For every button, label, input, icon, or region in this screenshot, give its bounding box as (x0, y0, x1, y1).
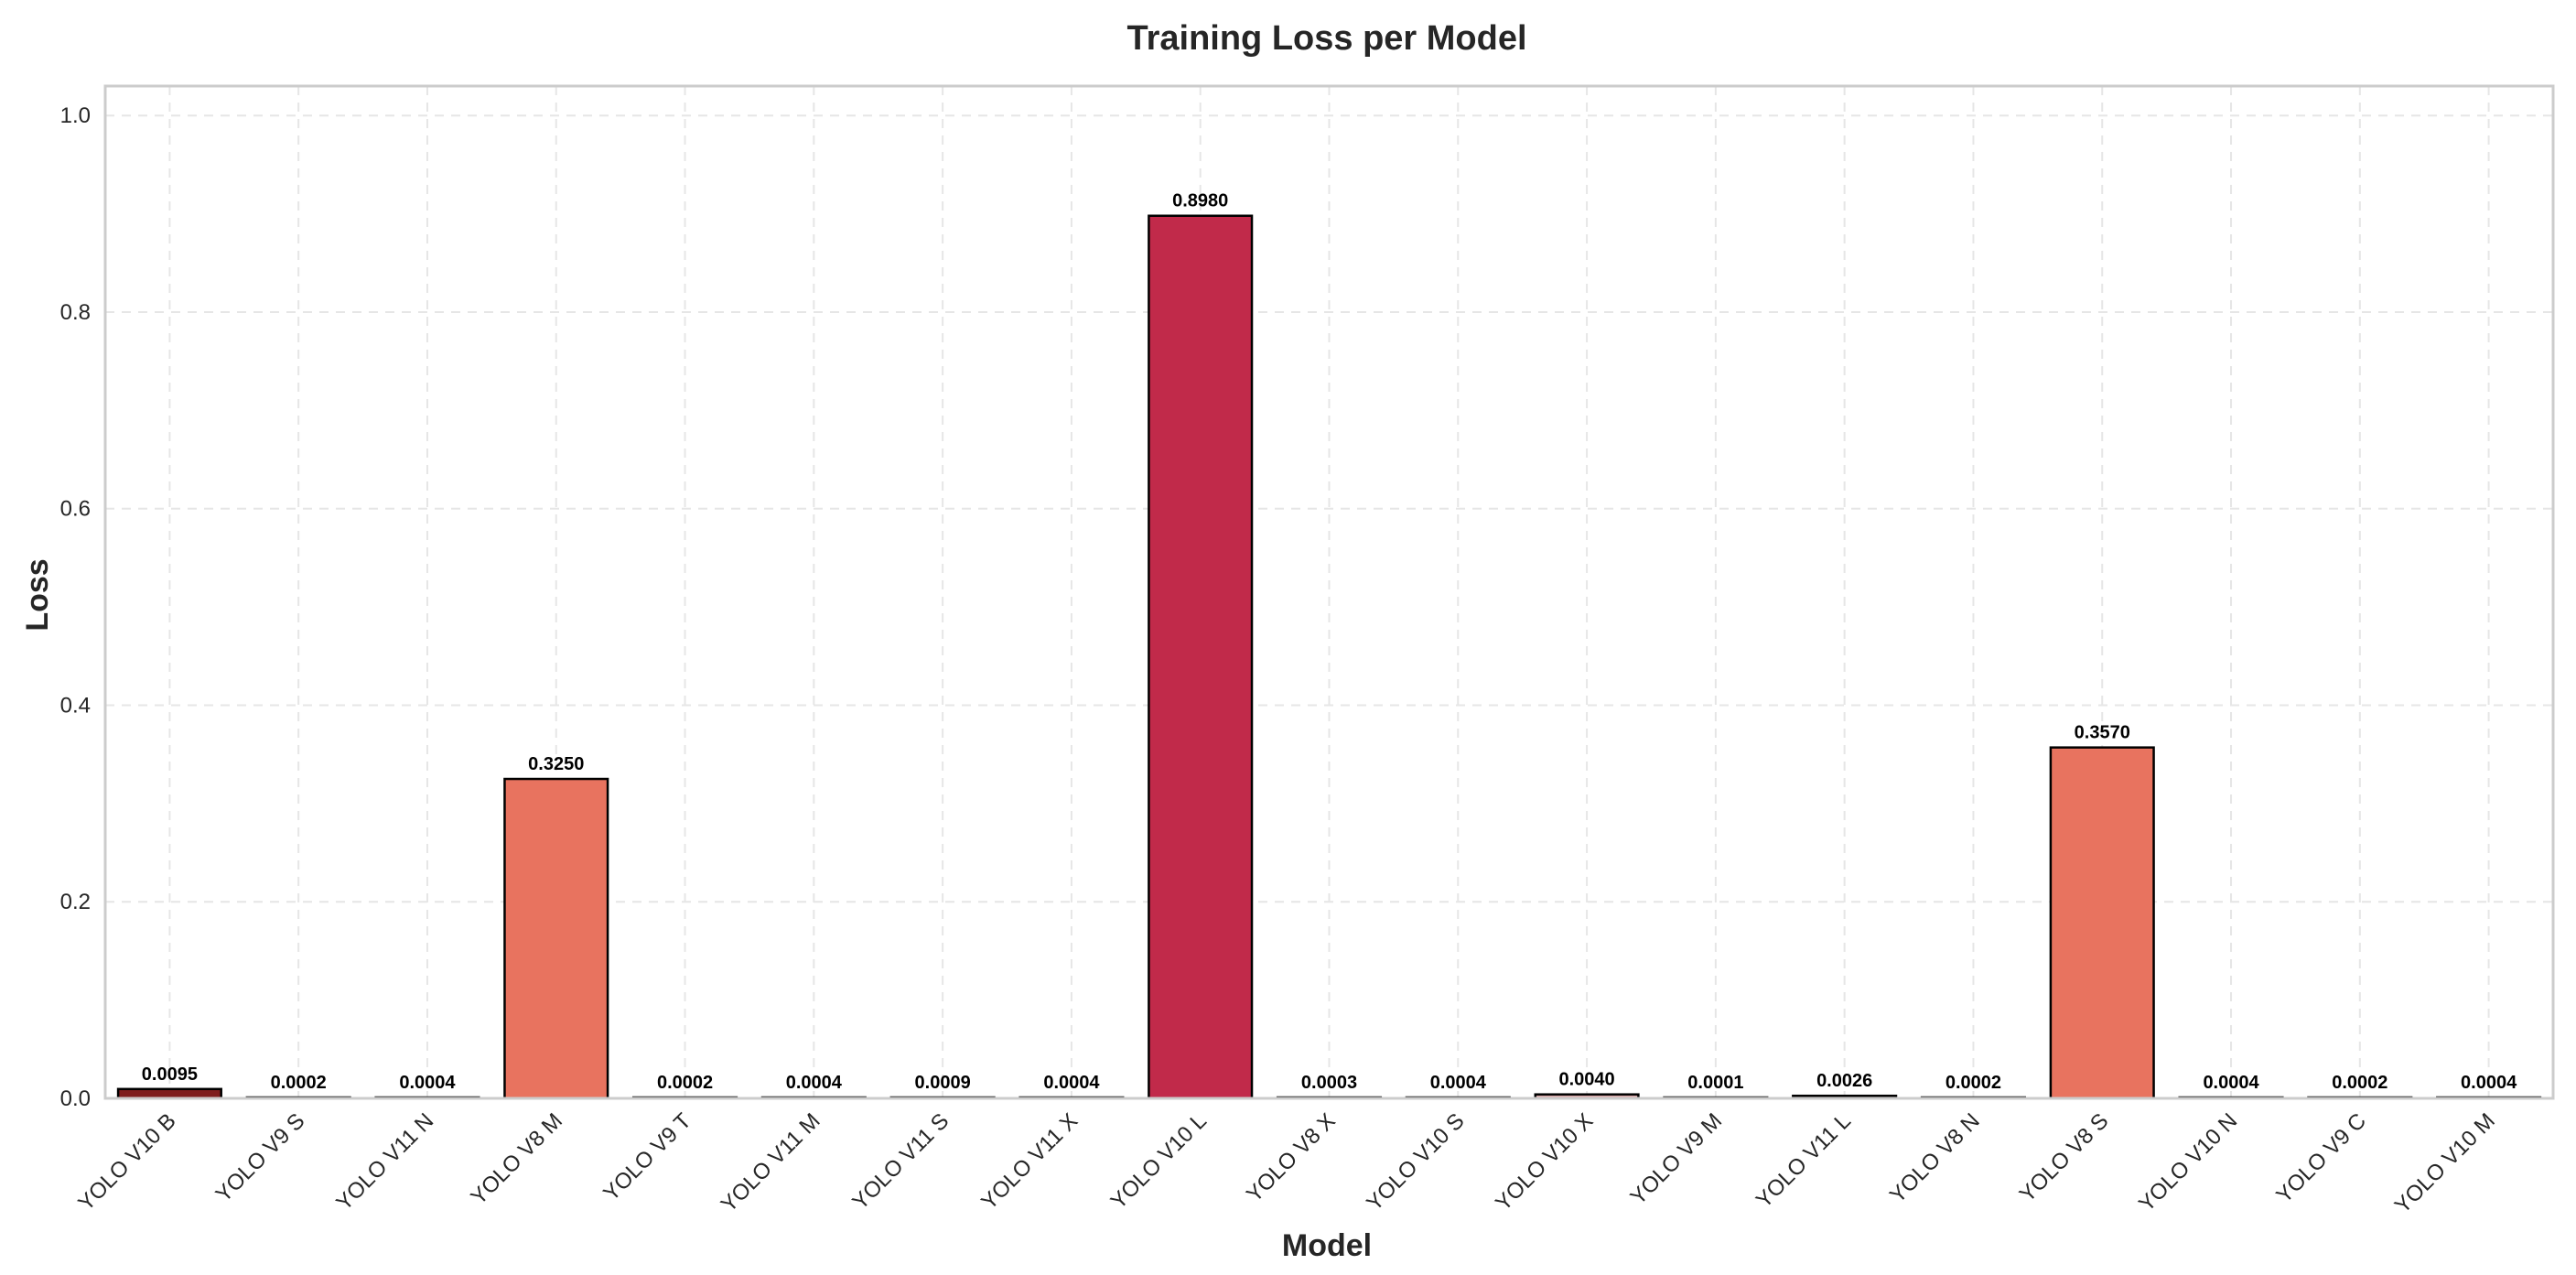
y-axis-ticks: 0.0 0.2 0.4 0.6 0.8 1.0 (60, 103, 91, 1111)
bar-value-label: 0.0004 (1043, 1073, 1100, 1093)
bar-value-label: 0.0002 (657, 1073, 713, 1093)
x-tick-label: YOLO V10 B (73, 1108, 180, 1216)
x-tick-label: YOLO V9 S (211, 1108, 310, 1207)
x-tick-label: YOLO V11 N (331, 1108, 438, 1216)
x-tick-label: YOLO V11 L (1751, 1108, 1856, 1213)
bar-value-label: 0.3570 (2075, 723, 2130, 743)
x-tick-label: YOLO V8 M (466, 1108, 567, 1210)
y-tick-label: 1.0 (60, 103, 91, 128)
bar (503, 777, 609, 1100)
bar-value-label: 0.8980 (1172, 191, 1228, 211)
x-tick-label: YOLO V10 M (2390, 1108, 2500, 1218)
grid (105, 86, 2553, 1099)
x-tick-label: YOLO V10 X (1491, 1108, 1598, 1216)
y-tick-label: 0.0 (60, 1086, 91, 1111)
bar-value-label: 0.0004 (2461, 1073, 2517, 1093)
y-tick-label: 0.2 (60, 890, 91, 914)
bar (116, 1087, 222, 1100)
y-tick-label: 0.8 (60, 300, 91, 325)
x-tick-label: YOLO V10 S (1362, 1108, 1469, 1216)
y-axis-label: Loss (20, 558, 55, 631)
x-axis-ticks: YOLO V10 B YOLO V9 S YOLO V11 N YOLO V8 M YO… (73, 1108, 2499, 1218)
x-tick-label: YOLO V11 M (717, 1108, 825, 1217)
bar-value-label: 0.0004 (1430, 1073, 1487, 1093)
x-tick-label: YOLO V9 C (2271, 1108, 2371, 1208)
bar-value-label: 0.0009 (915, 1073, 971, 1093)
x-tick-label: YOLO V8 S (2015, 1108, 2114, 1207)
bar-value-label: 0.0095 (142, 1064, 198, 1085)
bar-value-label: 0.0004 (399, 1073, 456, 1093)
x-tick-label: YOLO V8 N (1885, 1108, 1985, 1208)
y-tick-label: 0.6 (60, 497, 91, 522)
bars (116, 214, 2542, 1100)
x-tick-label: YOLO V9 M (1626, 1108, 1728, 1210)
x-tick-label: YOLO V11 S (847, 1108, 954, 1215)
x-axis-label: Model (1282, 1228, 1372, 1263)
x-tick-label: YOLO V9 T (598, 1108, 696, 1206)
bar-value-label: 0.0001 (1687, 1073, 1743, 1093)
bar-value-label: 0.0040 (1558, 1070, 1614, 1090)
chart-title: Training Loss per Model (1126, 19, 1526, 58)
x-tick-label: YOLO V10 L (1106, 1108, 1212, 1214)
value-labels: 0.0095 0.0002 0.0004 0.3250 0.0002 0.0004 0.00… (142, 191, 2517, 1093)
bar-value-label: 0.0002 (1945, 1073, 2001, 1093)
bar-value-label: 0.0004 (786, 1073, 843, 1093)
x-tick-label: YOLO V8 X (1242, 1108, 1341, 1207)
bar-value-label: 0.0026 (1816, 1071, 1872, 1091)
y-tick-label: 0.4 (60, 693, 91, 718)
x-tick-label: YOLO V11 X (976, 1108, 1083, 1215)
plot-frame (103, 84, 2555, 1100)
bar (2049, 746, 2155, 1100)
x-tick-label: YOLO V10 N (2134, 1108, 2242, 1216)
bar-value-label: 0.0002 (2332, 1073, 2387, 1093)
bar-value-label: 0.0003 (1301, 1073, 1357, 1093)
bar-value-label: 0.0002 (271, 1073, 327, 1093)
bar-value-label: 0.0004 (2203, 1073, 2259, 1093)
bar-value-label: 0.3250 (528, 754, 584, 774)
bar (1148, 214, 1254, 1100)
